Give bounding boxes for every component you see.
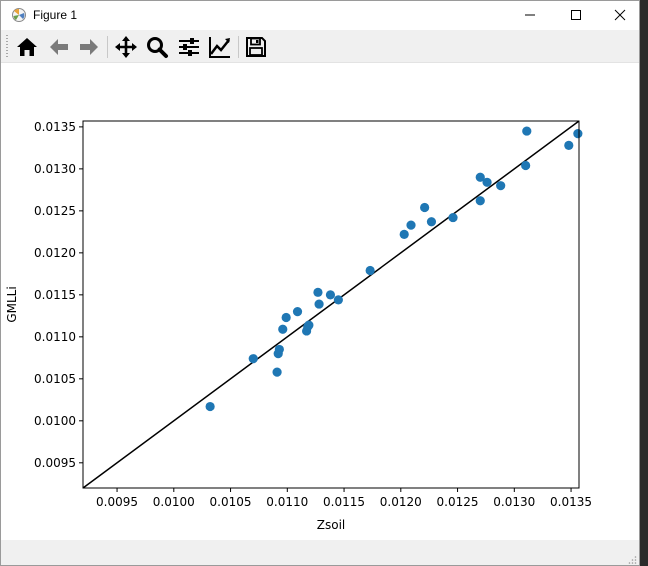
y-axis: 0.0095 0.0100 0.0105 0.0110 0.0115 0.0120 0.01…: [34, 120, 83, 470]
data-point: [522, 126, 532, 136]
matplotlib-app-icon: [12, 8, 26, 22]
data-point: [248, 354, 258, 364]
data-point: [496, 181, 506, 191]
data-point: [475, 172, 485, 182]
data-point: [482, 177, 492, 187]
maximize-icon: [571, 10, 581, 20]
data-point: [448, 212, 458, 223]
y-tick-label: 0.0135: [34, 120, 76, 134]
data-points: [205, 126, 583, 412]
toolbar-separator: [238, 36, 239, 58]
data-point: [272, 367, 282, 377]
identity-line: [82, 120, 580, 489]
data-point: [274, 344, 284, 355]
x-tick-label: 0.0115: [323, 495, 365, 509]
back-button[interactable]: [46, 34, 72, 60]
title-bar[interactable]: Figure 1: [1, 1, 639, 29]
data-point: [426, 217, 437, 227]
data-point: [564, 140, 574, 150]
x-axis: 0.0095 0.0100 0.0105 0.0110 0.0115 0.0120 0.01…: [96, 488, 592, 509]
window-title: Figure 1: [33, 8, 78, 22]
data-point: [333, 295, 343, 305]
figure-canvas[interactable]: 0.0095 0.0100 0.0105 0.0110 0.0115 0.0120 0.01…: [1, 63, 639, 540]
y-tick-label: 0.0125: [34, 204, 76, 218]
data-point: [313, 287, 323, 297]
data-point: [420, 202, 430, 213]
scatter-plot[interactable]: 0.0095 0.0100 0.0105 0.0110 0.0115 0.0120 0.01…: [1, 63, 639, 540]
x-tick-label: 0.0095: [96, 495, 138, 509]
home-icon: [17, 38, 37, 56]
data-point: [399, 229, 409, 239]
data-point: [278, 324, 288, 334]
axes-frame: [82, 120, 580, 489]
floppy-disk-icon: [246, 37, 266, 57]
x-tick-label: 0.0105: [210, 495, 252, 509]
data-point: [475, 196, 485, 206]
magnifier-icon: [147, 37, 168, 58]
y-tick-label: 0.0095: [34, 456, 76, 470]
y-tick-label: 0.0130: [34, 162, 76, 176]
minimize-button[interactable]: [507, 1, 553, 29]
x-tick-label: 0.0135: [550, 495, 592, 509]
x-tick-label: 0.0120: [380, 495, 422, 509]
status-bar: [1, 540, 639, 565]
move-icon: [115, 36, 137, 58]
data-point: [314, 299, 324, 309]
data-point: [573, 128, 583, 139]
resize-grip-icon[interactable]: [627, 555, 637, 565]
data-point: [406, 220, 416, 230]
configure-subplots-button[interactable]: [176, 34, 202, 60]
data-point: [281, 312, 291, 323]
y-tick-label: 0.0100: [34, 414, 76, 428]
x-axis-label: Zsoil: [317, 518, 345, 532]
data-point: [365, 265, 375, 276]
close-button[interactable]: [597, 1, 639, 29]
data-point: [205, 401, 215, 412]
y-tick-label: 0.0110: [34, 330, 76, 344]
y-tick-label: 0.0120: [34, 246, 76, 260]
y-tick-label: 0.0115: [34, 288, 76, 302]
data-point: [325, 290, 336, 300]
save-button[interactable]: [243, 34, 269, 60]
home-button[interactable]: [14, 34, 40, 60]
arrow-left-icon: [50, 39, 68, 55]
y-axis-label: GMLLi: [5, 286, 19, 322]
data-point: [521, 160, 531, 171]
sliders-icon: [179, 38, 199, 56]
forward-button[interactable]: [76, 34, 102, 60]
identity-line-group: [82, 120, 580, 489]
maximize-button[interactable]: [553, 1, 599, 29]
arrow-right-icon: [80, 39, 98, 55]
navigation-toolbar: [1, 30, 639, 63]
x-tick-label: 0.0125: [437, 495, 479, 509]
y-tick-label: 0.0105: [34, 372, 76, 386]
x-tick-label: 0.0130: [493, 495, 535, 509]
close-icon: [614, 9, 626, 21]
line-chart-icon: [209, 37, 230, 58]
edit-axes-button[interactable]: [207, 34, 233, 60]
zoom-button[interactable]: [144, 34, 170, 60]
toolbar-separator: [107, 36, 108, 58]
x-tick-label: 0.0100: [153, 495, 195, 509]
minimize-icon: [525, 14, 535, 16]
toolbar-grip[interactable]: [6, 35, 8, 59]
data-point: [304, 320, 314, 330]
x-tick-label: 0.0110: [266, 495, 308, 509]
data-point: [292, 307, 303, 317]
pan-button[interactable]: [113, 34, 139, 60]
